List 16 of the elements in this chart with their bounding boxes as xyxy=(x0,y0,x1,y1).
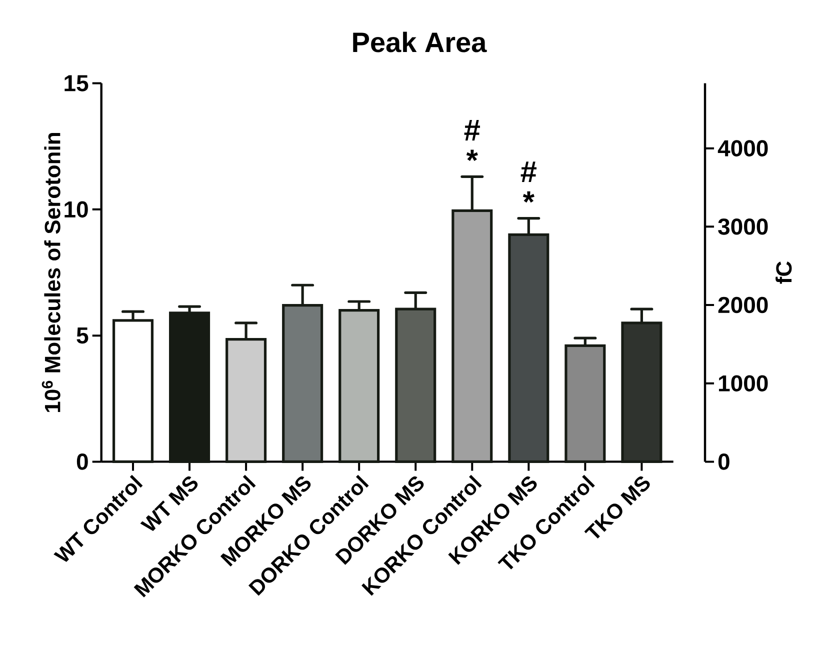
annotation: * xyxy=(466,150,478,161)
y2-tick-label: 1000 xyxy=(718,375,768,392)
y2-tick-label: 0 xyxy=(718,454,730,470)
y-tick-label: 5 xyxy=(76,328,88,344)
y-tick-label: 0 xyxy=(76,454,88,470)
y-axis-title: 10$^{6}$ Molecules of Serotonin xyxy=(42,133,60,412)
y2-tick-label: 3000 xyxy=(718,218,768,235)
annotation: * xyxy=(522,191,534,203)
y-tick-label: 15 xyxy=(64,75,88,92)
y2-tick-label: 4000 xyxy=(718,140,768,156)
y2-tick-label: 2000 xyxy=(718,296,768,314)
annotation: # xyxy=(520,162,537,182)
y-tick-label: 10 xyxy=(64,201,88,218)
y2-axis-title: fC xyxy=(776,261,792,284)
chart-title: Peak Area xyxy=(353,32,487,52)
annotation: # xyxy=(464,120,480,140)
